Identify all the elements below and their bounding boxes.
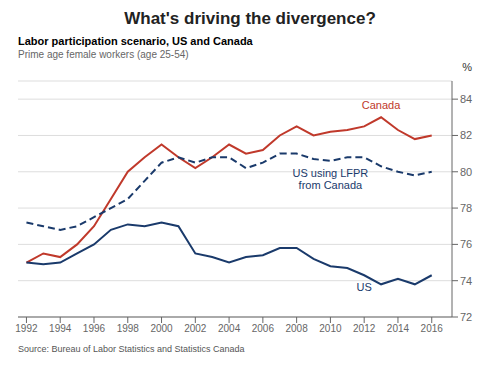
svg-text:2006: 2006	[252, 323, 275, 334]
svg-text:2002: 2002	[184, 323, 207, 334]
svg-text:2008: 2008	[286, 323, 309, 334]
svg-text:2010: 2010	[319, 323, 342, 334]
svg-text:78: 78	[460, 202, 472, 214]
svg-text:Canada: Canada	[362, 99, 401, 111]
html-text:Source: Bureau of Labor Statis: Source: Bureau of Labor Statistics and S…	[18, 344, 245, 354]
svg-text:84: 84	[460, 93, 472, 105]
svg-text:1994: 1994	[49, 323, 72, 334]
html-text:What's driving the divergence?: What's driving the divergence?	[124, 9, 376, 28]
svg-text:2016: 2016	[421, 323, 444, 334]
svg-text:2012: 2012	[353, 323, 376, 334]
svg-text:76: 76	[460, 238, 472, 250]
svg-text:US using LFPRfrom Canada: US using LFPRfrom Canada	[293, 167, 369, 191]
svg-text:1992: 1992	[15, 323, 38, 334]
svg-text:2014: 2014	[387, 323, 410, 334]
svg-text:US: US	[357, 281, 372, 293]
svg-text:1996: 1996	[83, 323, 106, 334]
svg-text:2000: 2000	[150, 323, 173, 334]
html-text:Prime age female workers (age: Prime age female workers (age 25-54)	[18, 49, 189, 60]
html-text:Labor participation scenario,: Labor participation scenario, US and Can…	[18, 35, 253, 47]
svg-text:80: 80	[460, 166, 472, 178]
svg-text:2004: 2004	[218, 323, 241, 334]
svg-text:82: 82	[460, 129, 472, 141]
svg-text:74: 74	[460, 275, 472, 287]
svg-text:1998: 1998	[117, 323, 140, 334]
svg-text:72: 72	[460, 311, 472, 323]
